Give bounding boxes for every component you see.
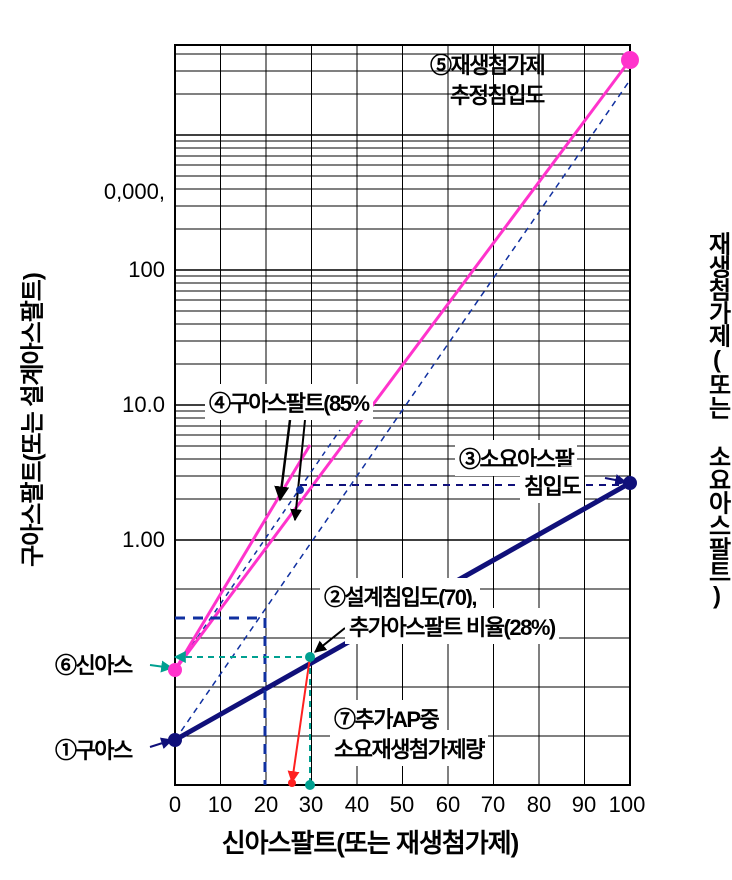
y-tick-1000: 0,000, <box>95 179 165 205</box>
x-tick-100: 100 <box>609 792 646 818</box>
x-tick-70: 70 <box>481 792 505 818</box>
annotation-1: ①구아스 <box>55 733 132 765</box>
y-axis-left-label: 구아스팔트(또는 설계아스팔트) <box>13 273 48 567</box>
annotation-7-line2: 소요재생첨가제량 <box>330 730 488 766</box>
x-tick-40: 40 <box>345 792 369 818</box>
x-axis-label: 신아스팔트(또는 재생첨가제) <box>222 823 519 860</box>
x-tick-80: 80 <box>527 792 551 818</box>
x-tick-20: 20 <box>254 792 278 818</box>
annotation-4: ④구아스팔트(85% <box>205 384 373 420</box>
annotation-3-line2: 침입도 <box>520 467 584 503</box>
y-tick-1: 1.00 <box>110 527 165 553</box>
annotation-5-line2: 추정침입도 <box>450 78 544 110</box>
annotation-5-line1: ⑤재생첨가제 <box>430 48 544 80</box>
x-tick-0: 0 <box>169 792 181 818</box>
x-tick-90: 90 <box>572 792 596 818</box>
x-tick-30: 30 <box>299 792 323 818</box>
y-axis-right-label: 재생첨가제(또는 소요아스팔트) <box>700 232 732 609</box>
annotation-2-line2: 추가아스팔트 비율(28%) <box>345 608 559 644</box>
annotation-6: ⑥신아스 <box>55 648 132 680</box>
x-tick-10: 10 <box>208 792 232 818</box>
x-tick-50: 50 <box>390 792 414 818</box>
x-tick-60: 60 <box>436 792 460 818</box>
y-tick-100: 100 <box>110 257 165 283</box>
y-tick-10: 10.0 <box>110 392 165 418</box>
asphalt-penetration-chart: 구아스팔트(또는 설계아스팔트) 재생첨가제(또는 소요아스팔트) 신아스팔트(… <box>0 0 732 880</box>
